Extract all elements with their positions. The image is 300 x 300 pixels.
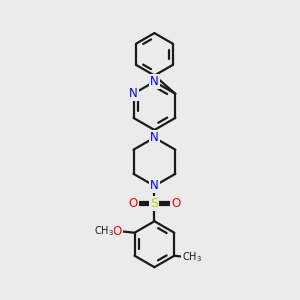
- Text: CH$_3$: CH$_3$: [94, 224, 114, 238]
- Text: S: S: [150, 197, 158, 210]
- Text: O: O: [171, 197, 180, 210]
- Text: N: N: [129, 87, 138, 100]
- Text: N: N: [150, 131, 159, 144]
- Text: N: N: [150, 75, 159, 88]
- Text: O: O: [113, 225, 122, 238]
- Text: O: O: [129, 197, 138, 210]
- Text: CH$_3$: CH$_3$: [182, 250, 202, 264]
- Text: N: N: [150, 179, 159, 192]
